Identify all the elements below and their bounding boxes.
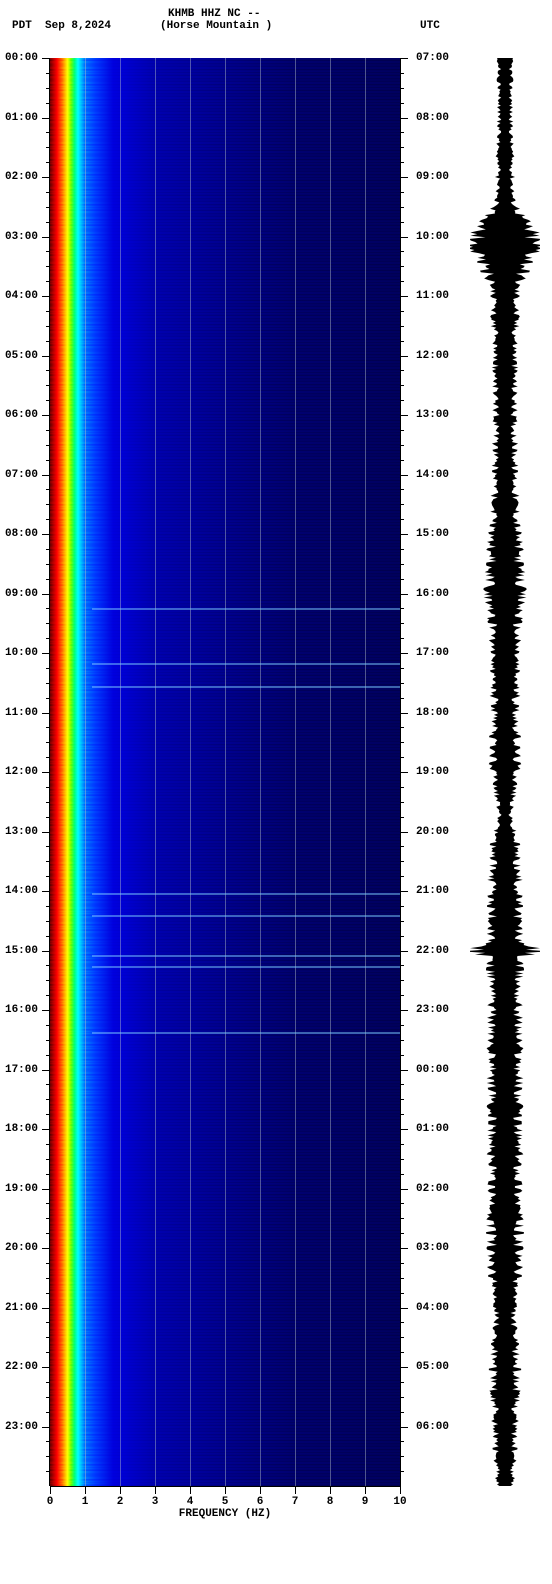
y-tick-label: 08:00 xyxy=(416,112,449,124)
y-tick-label: 11:00 xyxy=(416,290,449,302)
x-tick-label: 9 xyxy=(362,1496,369,1508)
y-tick-label: 16:00 xyxy=(5,1004,38,1016)
spectrogram-gridlines xyxy=(50,58,400,1486)
y-tick-label: 08:00 xyxy=(5,528,38,540)
date-label: Sep 8,2024 xyxy=(45,20,111,32)
seismogram-panel xyxy=(470,58,540,1486)
x-axis-title: FREQUENCY (HZ) xyxy=(179,1508,271,1520)
x-tick-label: 0 xyxy=(47,1496,54,1508)
y-tick-label: 12:00 xyxy=(5,766,38,778)
y-tick-label: 22:00 xyxy=(5,1361,38,1373)
y-tick-label: 13:00 xyxy=(5,826,38,838)
station-line1: KHMB HHZ NC -- xyxy=(168,8,260,20)
y-tick-label: 04:00 xyxy=(416,1302,449,1314)
y-tick-label: 21:00 xyxy=(5,1302,38,1314)
y-tick-label: 14:00 xyxy=(416,469,449,481)
y-tick-label: 18:00 xyxy=(5,1123,38,1135)
tz-left-label: PDT xyxy=(12,20,32,32)
y-tick-label: 03:00 xyxy=(5,231,38,243)
y-axis-right: 07:0008:0009:0010:0011:0012:0013:0014:00… xyxy=(400,58,460,1486)
chart-header: PDT Sep 8,2024 KHMB HHZ NC -- (Horse Mou… xyxy=(0,6,552,46)
x-tick-label: 7 xyxy=(292,1496,299,1508)
x-tick-label: 10 xyxy=(393,1496,406,1508)
y-tick-label: 04:00 xyxy=(5,290,38,302)
y-axis-left: 00:0001:0002:0003:0004:0005:0006:0007:00… xyxy=(0,58,50,1486)
y-tick-label: 03:00 xyxy=(416,1242,449,1254)
y-tick-label: 18:00 xyxy=(416,707,449,719)
x-tick-label: 2 xyxy=(117,1496,124,1508)
y-tick-label: 23:00 xyxy=(416,1004,449,1016)
station-line2: (Horse Mountain ) xyxy=(160,20,272,32)
y-tick-label: 06:00 xyxy=(5,409,38,421)
y-tick-label: 13:00 xyxy=(416,409,449,421)
y-tick-label: 07:00 xyxy=(5,469,38,481)
y-tick-label: 01:00 xyxy=(5,112,38,124)
y-tick-label: 15:00 xyxy=(5,945,38,957)
y-tick-label: 21:00 xyxy=(416,885,449,897)
y-tick-label: 12:00 xyxy=(416,350,449,362)
y-tick-label: 14:00 xyxy=(5,885,38,897)
y-tick-label: 02:00 xyxy=(5,171,38,183)
y-tick-label: 17:00 xyxy=(416,647,449,659)
y-tick-label: 20:00 xyxy=(416,826,449,838)
y-tick-label: 00:00 xyxy=(416,1064,449,1076)
x-axis: FREQUENCY (HZ) 012345678910 xyxy=(50,1486,400,1526)
tz-right-label: UTC xyxy=(420,20,440,32)
spectrogram xyxy=(50,58,400,1486)
y-tick-label: 19:00 xyxy=(5,1183,38,1195)
y-tick-label: 19:00 xyxy=(416,766,449,778)
x-tick-label: 4 xyxy=(187,1496,194,1508)
y-tick-label: 00:00 xyxy=(5,52,38,64)
y-tick-label: 23:00 xyxy=(5,1421,38,1433)
x-tick-label: 1 xyxy=(82,1496,89,1508)
y-tick-label: 02:00 xyxy=(416,1183,449,1195)
y-tick-label: 07:00 xyxy=(416,52,449,64)
y-tick-label: 16:00 xyxy=(416,588,449,600)
y-tick-label: 09:00 xyxy=(416,171,449,183)
y-tick-label: 22:00 xyxy=(416,945,449,957)
x-tick-label: 3 xyxy=(152,1496,159,1508)
y-tick-label: 06:00 xyxy=(416,1421,449,1433)
y-tick-label: 05:00 xyxy=(416,1361,449,1373)
y-tick-label: 01:00 xyxy=(416,1123,449,1135)
y-tick-label: 11:00 xyxy=(5,707,38,719)
seismogram-waveform xyxy=(470,58,540,1486)
y-tick-label: 15:00 xyxy=(416,528,449,540)
y-tick-label: 09:00 xyxy=(5,588,38,600)
y-tick-label: 10:00 xyxy=(416,231,449,243)
y-tick-label: 17:00 xyxy=(5,1064,38,1076)
x-tick-label: 6 xyxy=(257,1496,264,1508)
y-tick-label: 05:00 xyxy=(5,350,38,362)
y-tick-label: 20:00 xyxy=(5,1242,38,1254)
y-tick-label: 10:00 xyxy=(5,647,38,659)
x-tick-label: 8 xyxy=(327,1496,334,1508)
x-tick-label: 5 xyxy=(222,1496,229,1508)
